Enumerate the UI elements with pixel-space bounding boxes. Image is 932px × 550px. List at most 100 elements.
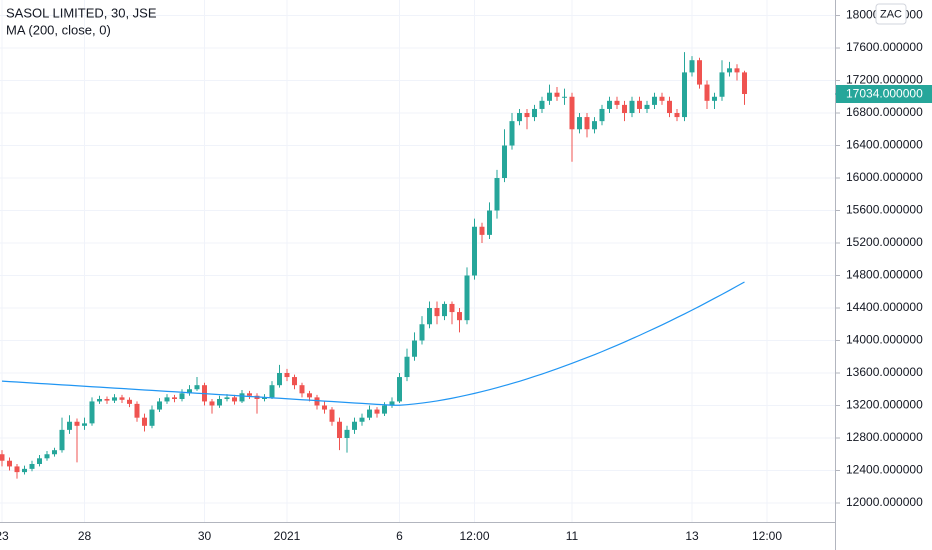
candle-body xyxy=(74,421,80,426)
candle-body xyxy=(142,417,147,426)
candle-body xyxy=(104,398,110,401)
candle-body xyxy=(217,398,222,406)
candle-body xyxy=(449,303,455,313)
candle-body xyxy=(419,324,425,341)
y-tick-label: 15600.000000 xyxy=(846,203,923,217)
candle-body xyxy=(659,96,665,101)
candle-body xyxy=(172,397,177,399)
candle-body xyxy=(314,397,320,406)
candle-body xyxy=(427,308,432,325)
y-tick-label: 17200.000000 xyxy=(846,73,923,87)
x-tick-label: 12:00 xyxy=(459,529,489,543)
candle-body xyxy=(599,108,605,122)
candle-body xyxy=(119,397,125,400)
candle-body xyxy=(149,409,155,426)
candle-body xyxy=(704,84,710,101)
candle-body xyxy=(299,385,305,394)
last-price-label: 17034.000000 xyxy=(846,87,923,101)
candle-body xyxy=(674,113,680,118)
candle-body xyxy=(547,92,552,101)
y-tick-label: 12400.000000 xyxy=(846,463,923,477)
candle-body xyxy=(607,100,612,109)
x-tick-label: 13 xyxy=(685,529,699,543)
candle-body xyxy=(509,121,515,146)
candle-body xyxy=(277,372,282,386)
candle-body xyxy=(412,340,417,357)
grid xyxy=(0,0,835,522)
candle-body xyxy=(644,104,650,109)
x-tick-label: 11 xyxy=(566,529,579,543)
candle-body xyxy=(29,463,35,469)
candle-body xyxy=(352,421,357,430)
candle-body xyxy=(127,399,132,404)
candle-body xyxy=(584,117,590,130)
y-tick-label: 16400.000000 xyxy=(846,138,923,152)
candle-body xyxy=(397,377,402,402)
candle-body xyxy=(524,113,530,118)
candle-body xyxy=(577,117,582,130)
candle-body xyxy=(629,100,635,114)
candle-body xyxy=(494,178,500,211)
candle-body xyxy=(359,417,365,422)
candle-body xyxy=(682,72,687,118)
ma-line xyxy=(1,281,745,406)
candle-body xyxy=(479,226,485,235)
candle-body xyxy=(442,303,447,317)
candle-body xyxy=(52,450,57,455)
candle-body xyxy=(487,210,492,235)
candle-body xyxy=(67,421,72,430)
y-tick-label: 17600.000000 xyxy=(846,40,923,54)
candle-body xyxy=(539,100,545,109)
candle-body xyxy=(224,397,230,399)
candle-body xyxy=(622,104,627,114)
y-tick-label: 16800.000000 xyxy=(846,105,923,119)
chart-title: SASOL LIMITED, 30, JSE xyxy=(6,5,157,20)
y-tick-label: 12000.000000 xyxy=(846,495,923,509)
candle-body xyxy=(322,405,327,410)
candle-body xyxy=(434,308,440,317)
candle-body xyxy=(44,454,50,459)
candle-body xyxy=(247,393,252,396)
candle-body xyxy=(232,397,237,402)
candle-body xyxy=(82,423,87,426)
currency-box[interactable] xyxy=(875,3,907,25)
candle-body xyxy=(382,405,387,414)
currency-label[interactable]: ZAC xyxy=(880,8,902,20)
candle-body xyxy=(389,401,395,406)
candle-body xyxy=(89,401,95,424)
y-tick-label: 13600.000000 xyxy=(846,365,923,379)
indicator-legend: MA (200, close, 0) xyxy=(6,22,111,37)
x-tick-label: 30 xyxy=(198,529,212,543)
candle-body xyxy=(37,458,42,464)
candle-body xyxy=(374,409,380,414)
candle-body xyxy=(337,421,342,438)
x-tick-label: 2021 xyxy=(274,529,301,543)
last-price-box xyxy=(836,85,932,104)
candle-body xyxy=(689,60,695,73)
candle-body xyxy=(517,113,522,122)
candle-body xyxy=(262,397,267,399)
candle-body xyxy=(344,429,350,438)
candle-body xyxy=(292,377,297,386)
y-tick-label: 14000.000000 xyxy=(846,333,923,347)
candle-body xyxy=(367,409,372,418)
candle-body xyxy=(457,312,462,321)
candle-body xyxy=(614,100,620,105)
y-tick-label: 14400.000000 xyxy=(846,300,923,314)
candle-body xyxy=(97,398,102,402)
candle-body xyxy=(554,92,560,97)
candle-body xyxy=(187,389,192,394)
candle-body xyxy=(734,68,740,73)
candle-body xyxy=(307,393,312,398)
x-tick-label: 28 xyxy=(78,529,92,543)
candle-body xyxy=(742,72,747,95)
candle-body xyxy=(652,96,657,105)
plot xyxy=(0,52,747,479)
candle-body xyxy=(712,96,717,101)
candle-body xyxy=(667,100,672,114)
y-tick-label: 15200.000000 xyxy=(846,235,923,249)
candle-body xyxy=(134,403,140,418)
candle-body xyxy=(472,226,477,276)
